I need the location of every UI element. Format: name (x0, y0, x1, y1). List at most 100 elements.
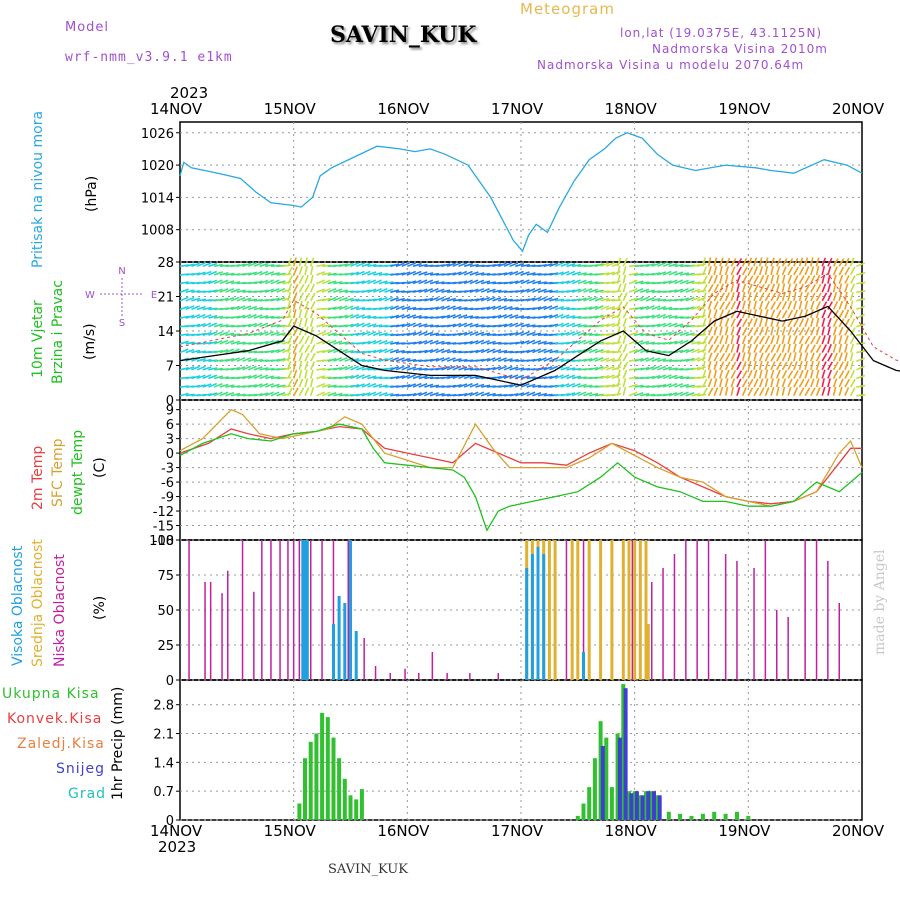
wind-barb (707, 344, 714, 353)
wind-barb (395, 305, 405, 311)
wind-barb (248, 384, 258, 388)
wind-barb (486, 305, 496, 311)
wind-barb (572, 263, 582, 268)
wind-barb (753, 343, 759, 353)
wind-barb (827, 317, 832, 327)
wind-barb (696, 263, 707, 268)
wind-barb (640, 392, 650, 397)
high_cloud-bar (525, 568, 529, 680)
wind-barb (856, 305, 865, 311)
wind-barb (713, 266, 718, 276)
wind-barb (793, 283, 798, 293)
wind-barb (435, 392, 445, 397)
wind-barb (344, 290, 354, 293)
low_cloud-bar (188, 540, 190, 680)
wind-barb (566, 315, 576, 319)
wind-barb (486, 366, 496, 371)
wind-barb (435, 348, 445, 354)
wind-barb (543, 375, 553, 380)
wind-barb (781, 335, 786, 345)
wind-barb (616, 266, 621, 276)
wind-barb (481, 306, 491, 311)
wind-barb (622, 317, 628, 327)
wind-barb (713, 309, 718, 319)
wind-barb (480, 288, 490, 293)
wind-barb (327, 332, 337, 337)
wind-barb (622, 292, 628, 302)
wind-barb (219, 339, 229, 345)
model-label: Model (65, 20, 110, 35)
wind-barb (185, 376, 195, 380)
wind-barb (373, 272, 383, 276)
wind-barb (309, 309, 315, 319)
wind-barb (309, 361, 316, 371)
wind-barb (327, 391, 337, 397)
wind-barb (827, 326, 831, 336)
low_cloud-bar (469, 673, 471, 680)
wind-barb (594, 366, 604, 371)
wind-barb (668, 392, 678, 397)
wind-barb (248, 332, 258, 337)
snow-bar (657, 795, 662, 820)
wind-barb (327, 348, 337, 354)
wind-barb (815, 369, 820, 379)
wind-barb (549, 365, 559, 371)
wind-barb (759, 335, 765, 345)
wind-barb (554, 298, 565, 302)
wind-barb (566, 392, 576, 397)
wind-barb (588, 340, 599, 345)
wind-barb (702, 257, 706, 267)
wind-barb (242, 297, 252, 302)
wind-barb (634, 348, 644, 354)
wind-barb (292, 309, 297, 319)
wind-barb (605, 262, 615, 268)
wind-barb (282, 264, 292, 268)
wind-barb (815, 387, 821, 396)
wind-barb (492, 375, 502, 380)
wind-barb (253, 262, 263, 268)
wind-barb (310, 352, 316, 362)
wind-barb (543, 349, 553, 354)
wind-barb (424, 297, 434, 302)
wind-barb (594, 263, 604, 268)
wind-barb (452, 262, 462, 268)
wind-barb (304, 300, 310, 310)
wind-barb (583, 332, 593, 337)
wind-barb (395, 290, 406, 293)
total_precip-bar (325, 717, 330, 820)
wind-barb (645, 296, 655, 302)
snow-bar (617, 737, 622, 820)
low_cloud-bar (209, 582, 212, 680)
wind-barb (741, 361, 747, 371)
low_cloud-bar (815, 540, 818, 680)
wind-barb (407, 331, 417, 337)
wind-barb (560, 383, 570, 388)
wind-barb (668, 270, 678, 276)
wind-barb (248, 350, 258, 354)
wind-barb (292, 292, 298, 302)
wind-barb (304, 309, 309, 319)
wind-barb (781, 266, 787, 276)
wind-barb (810, 378, 815, 388)
wind-barb (730, 343, 735, 353)
wind-barb (503, 374, 513, 380)
wind-barb (292, 378, 299, 388)
wind-barb (395, 262, 405, 268)
wind-barb (560, 306, 570, 311)
wind-barb (304, 369, 308, 379)
wind-barb (747, 369, 753, 379)
total_precip-bar (581, 803, 586, 820)
wind-barb (497, 305, 507, 311)
wind-barb (741, 266, 748, 276)
wind-barb (724, 283, 729, 293)
wind-barb (196, 262, 206, 268)
wind-barb (395, 375, 405, 380)
wind-barb (526, 339, 536, 345)
wind-barb (321, 324, 332, 328)
wind-barb (298, 387, 305, 397)
mid_cloud-bar (547, 540, 551, 680)
wind-barb (213, 288, 223, 293)
wind-barb (747, 291, 752, 302)
wind-barb (236, 393, 246, 397)
compass-e: E (151, 290, 157, 301)
